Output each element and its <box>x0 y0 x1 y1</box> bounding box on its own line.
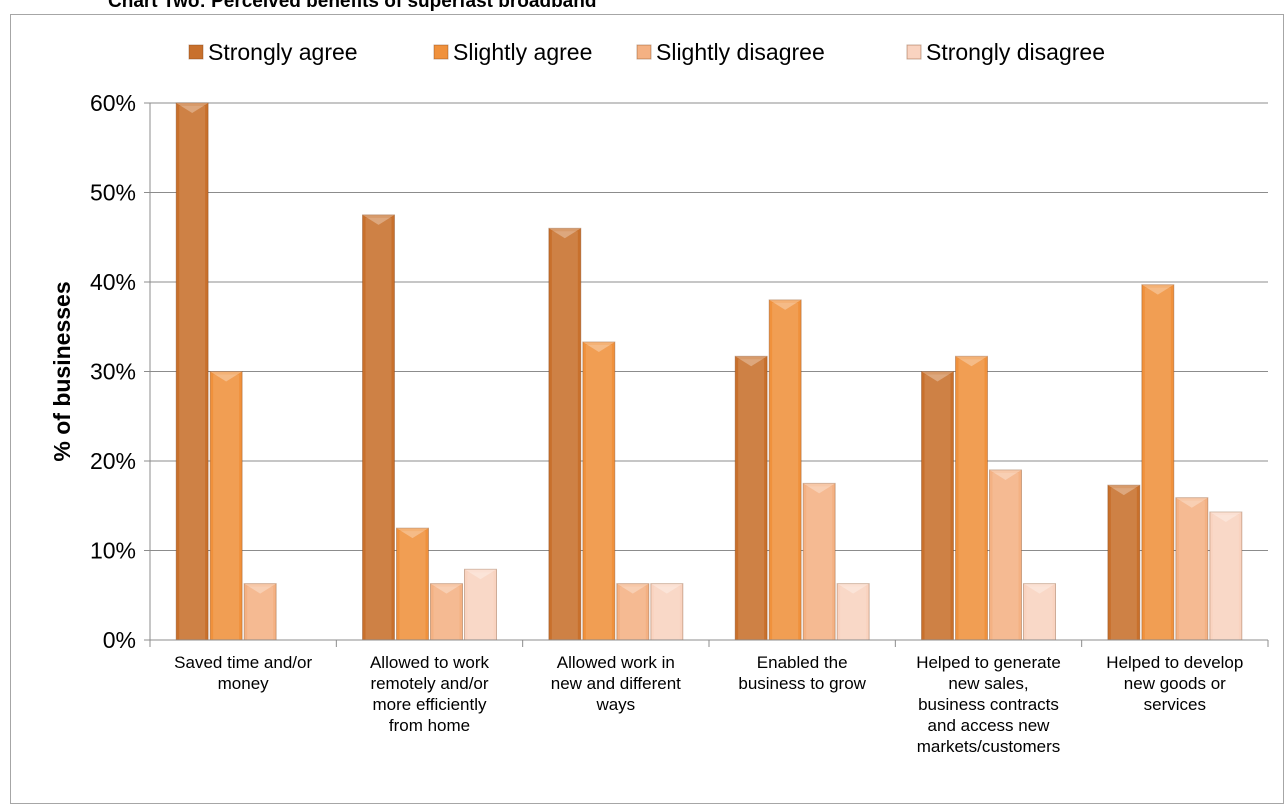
legend-swatch <box>188 44 204 60</box>
y-axis-label: % of businesses <box>49 281 75 461</box>
bar-bevel <box>921 371 954 382</box>
bar <box>1107 484 1141 641</box>
bar-bevel <box>955 356 988 367</box>
bar-bevel <box>396 528 429 539</box>
bar-highlight <box>399 531 426 640</box>
bar-bevel <box>1023 583 1056 594</box>
gridlines <box>150 102 1268 551</box>
bar <box>243 583 277 641</box>
bar-bevel <box>210 371 243 382</box>
bar-bevel <box>1175 497 1208 508</box>
bar-bevel <box>837 583 870 594</box>
bar <box>650 583 684 641</box>
bar-highlight <box>619 586 646 640</box>
x-category-label: Allowed to work remotely and/or more effic… <box>370 653 490 735</box>
bar-bevel <box>548 228 581 239</box>
bar <box>1209 511 1243 641</box>
bar-highlight <box>840 586 867 640</box>
bar-bevel <box>1209 512 1242 523</box>
bar-bevel <box>582 341 615 352</box>
axes <box>149 103 1269 647</box>
legend-swatch <box>433 44 449 60</box>
bar <box>548 227 582 641</box>
bar <box>582 341 616 641</box>
x-category-label: Allowed work in new and different ways <box>551 653 681 714</box>
bar-bevel <box>616 583 649 594</box>
bars <box>175 102 1243 641</box>
x-category-label: Enabled the business to grow <box>738 653 866 693</box>
bar-bevel <box>176 103 209 113</box>
bar-bevel <box>244 583 277 594</box>
bar-highlight <box>551 231 578 641</box>
bar-highlight <box>365 217 392 640</box>
x-category-label: Helped to generate new sales, business con… <box>916 653 1061 756</box>
bar <box>989 469 1022 641</box>
legend-label: Slightly agree <box>453 39 592 65</box>
bar-bevel <box>430 583 463 594</box>
bar-bevel <box>803 483 836 494</box>
bar-bevel <box>735 356 768 367</box>
bar-highlight <box>1178 500 1205 640</box>
bar-bevel <box>1107 485 1140 496</box>
bar-highlight <box>1144 287 1171 640</box>
bar <box>768 299 802 641</box>
category-labels: Saved time and/or money Allowed to work rem… <box>174 653 1243 756</box>
bar <box>362 214 395 641</box>
bar <box>955 355 988 641</box>
bar-highlight <box>1026 586 1053 640</box>
bar-bevel <box>769 299 802 310</box>
bar-highlight <box>213 374 240 640</box>
bar-highlight <box>653 586 680 640</box>
y-axis-ticks: 0% 10% 20% 30% 40% 50% 60% <box>90 90 150 653</box>
bar-bevel <box>989 469 1022 480</box>
legend-label: Slightly disagree <box>656 39 825 65</box>
bar <box>464 568 497 641</box>
bar-highlight <box>958 359 985 640</box>
bar <box>616 583 650 641</box>
y-tick-label: 50% <box>90 180 136 206</box>
bar-highlight <box>433 586 460 640</box>
bar-highlight <box>467 572 494 640</box>
bar <box>836 583 870 641</box>
bar <box>396 527 429 641</box>
y-tick-label: 0% <box>103 627 136 653</box>
bar-highlight <box>1110 488 1137 640</box>
x-category-label: Helped to develop new goods or services <box>1106 653 1243 714</box>
y-tick-label: 20% <box>90 448 136 474</box>
bar-highlight <box>924 374 951 640</box>
bar-highlight <box>992 472 1019 640</box>
bar-highlight <box>179 106 206 640</box>
y-tick-label: 40% <box>90 269 136 295</box>
bar-bevel <box>1141 284 1174 295</box>
bar-bevel <box>650 583 683 594</box>
bar-bevel <box>362 214 395 225</box>
bar-highlight <box>1212 515 1239 640</box>
y-tick-label: 10% <box>90 538 136 564</box>
x-category-label: Saved time and/or money <box>174 653 312 693</box>
legend-swatch <box>636 44 652 60</box>
bar <box>430 583 463 641</box>
legend: Strongly agree Slightly agree Slightly dis… <box>188 39 1105 65</box>
bar-bevel <box>464 569 497 580</box>
legend-label: Strongly agree <box>208 39 358 65</box>
bar-highlight <box>247 586 274 640</box>
chart-title: Chart Two: Perceived benefits of superfa… <box>108 0 597 12</box>
legend-label: Strongly disagree <box>926 39 1105 65</box>
bar-highlight <box>806 486 833 640</box>
y-tick-label: 60% <box>90 90 136 116</box>
bar-highlight <box>738 359 765 640</box>
y-tick-label: 30% <box>90 359 136 385</box>
bar <box>921 371 954 641</box>
bar-chart: 0% 10% 20% 30% 40% 50% 60% Saved time and/or mo… <box>49 39 1269 756</box>
legend-swatch <box>906 44 922 60</box>
bar-highlight <box>585 344 612 640</box>
bar <box>1175 497 1209 641</box>
bar-highlight <box>772 302 799 640</box>
